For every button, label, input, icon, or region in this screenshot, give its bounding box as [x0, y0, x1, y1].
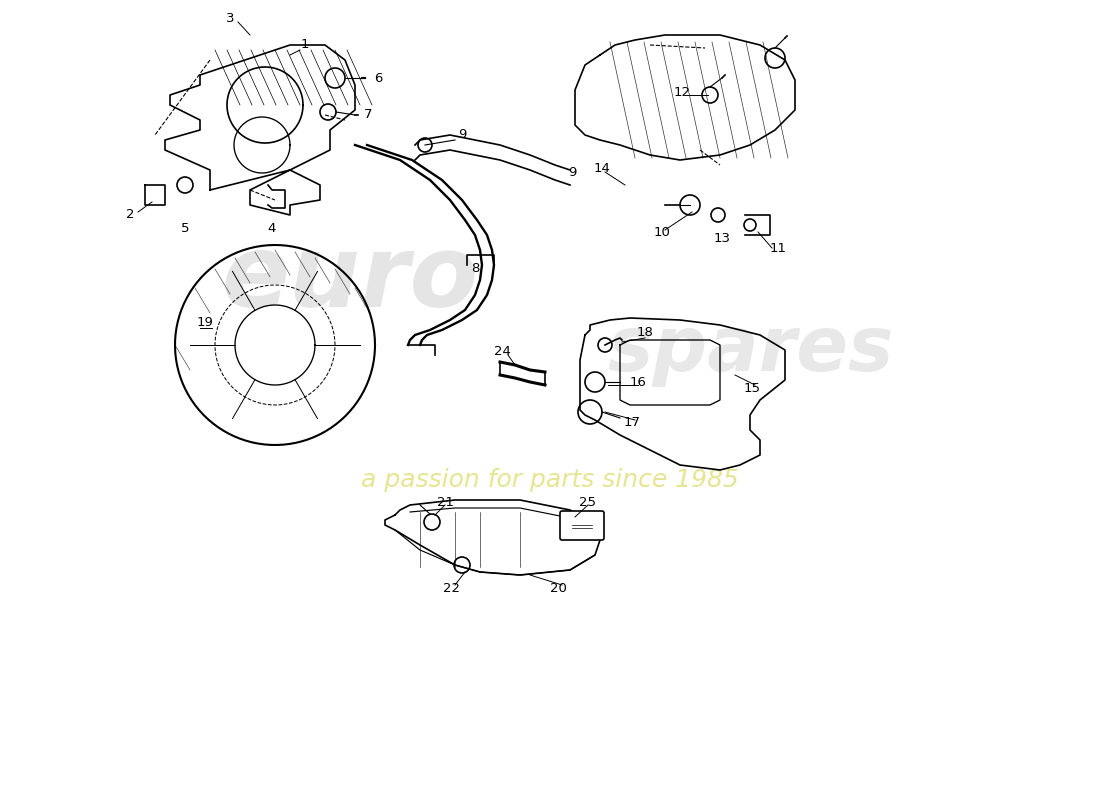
- Text: 17: 17: [624, 415, 640, 429]
- Text: 16: 16: [629, 375, 647, 389]
- Text: 2: 2: [125, 209, 134, 222]
- Text: 22: 22: [443, 582, 461, 594]
- Text: 15: 15: [744, 382, 760, 394]
- Text: a passion for parts since 1985: a passion for parts since 1985: [361, 468, 739, 492]
- Text: 12: 12: [673, 86, 691, 98]
- Text: 21: 21: [437, 495, 453, 509]
- Text: 5: 5: [180, 222, 189, 234]
- Text: 13: 13: [714, 231, 730, 245]
- Text: 18: 18: [637, 326, 653, 338]
- Text: 19: 19: [197, 315, 213, 329]
- Text: 6: 6: [374, 71, 382, 85]
- Text: 14: 14: [594, 162, 610, 174]
- FancyBboxPatch shape: [560, 511, 604, 540]
- Text: 20: 20: [550, 582, 566, 594]
- Text: 25: 25: [580, 495, 596, 509]
- Text: 9: 9: [568, 166, 576, 178]
- Text: 10: 10: [653, 226, 670, 238]
- Text: euro: euro: [221, 231, 478, 329]
- Text: 8: 8: [471, 262, 480, 274]
- Text: 4: 4: [267, 222, 276, 234]
- Text: 7: 7: [364, 109, 372, 122]
- Text: 24: 24: [494, 346, 510, 358]
- Text: 3: 3: [226, 11, 234, 25]
- Text: 9: 9: [458, 129, 466, 142]
- Text: 11: 11: [770, 242, 786, 254]
- Text: 1: 1: [300, 38, 309, 51]
- Text: spares: spares: [607, 313, 893, 387]
